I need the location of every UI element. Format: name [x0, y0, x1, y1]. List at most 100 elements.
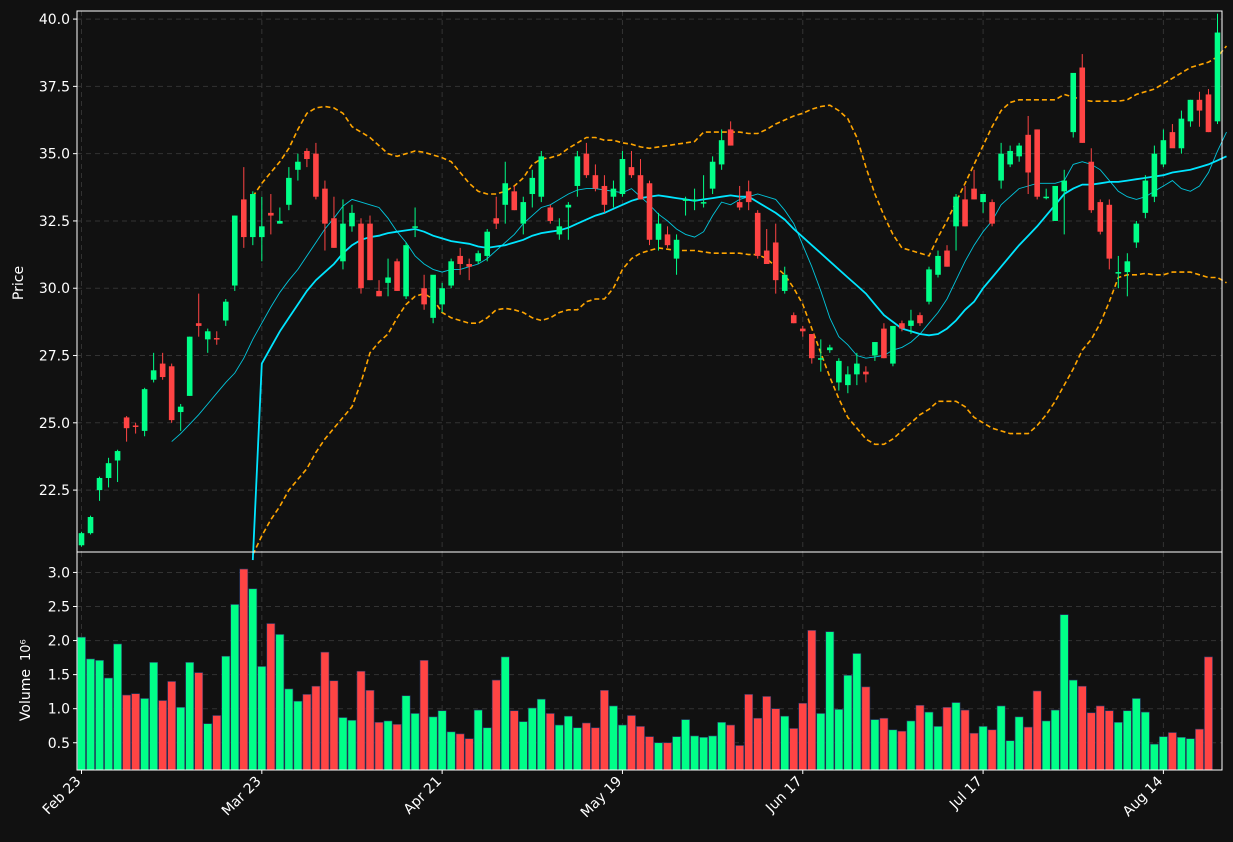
volume-bars — [77, 568, 1213, 771]
candle-body — [953, 196, 959, 227]
volume-bar — [122, 694, 131, 771]
candle-body — [890, 325, 896, 364]
candle-body — [854, 363, 860, 375]
candle-body — [349, 212, 355, 227]
volume-bar — [374, 722, 384, 771]
candle-body — [1124, 261, 1131, 273]
volume-bar — [906, 720, 916, 771]
candle-body — [1115, 272, 1122, 274]
volume-bar — [915, 704, 925, 771]
volume-bar — [257, 666, 267, 771]
volume-bar — [347, 719, 357, 771]
candle-body — [313, 153, 319, 197]
candle-body — [827, 347, 833, 351]
volume-bar — [338, 717, 348, 771]
candle-body — [322, 188, 328, 224]
candle-body — [520, 202, 527, 224]
candle-body — [1106, 204, 1113, 259]
candle-body — [150, 370, 157, 380]
volume-bar — [969, 732, 979, 771]
volume-bar — [482, 727, 492, 771]
candle-body — [1016, 145, 1022, 157]
volume-bar — [960, 709, 970, 771]
volume-bar — [158, 700, 168, 771]
candle-body — [646, 183, 653, 240]
volume-bar — [1068, 679, 1078, 771]
volume-bar — [1113, 722, 1123, 771]
volume-bar — [627, 715, 636, 771]
candle-body — [376, 290, 382, 297]
candle-body — [926, 269, 932, 302]
volume-tick-label: 1.5 — [48, 668, 70, 684]
candle-body — [286, 177, 292, 205]
candle-body — [493, 218, 500, 224]
candle-body — [908, 320, 914, 326]
volume-bar — [789, 728, 799, 771]
price-panel: 22.5 25.0 27.5 30.0 32.5 35.0 37.5 40.0 Price — [11, 10, 1228, 561]
candle-body — [980, 194, 986, 203]
volume-bar — [834, 709, 844, 771]
candle-body — [1070, 72, 1077, 133]
volume-bar — [609, 705, 618, 771]
candle-body — [818, 358, 824, 360]
volume-bar — [437, 710, 447, 771]
volume-bar — [672, 736, 681, 771]
volume-bar — [1077, 685, 1087, 771]
candle-body — [1052, 185, 1059, 221]
candle-body — [1178, 118, 1185, 149]
volume-bar — [753, 717, 763, 771]
candle-body — [781, 274, 788, 291]
candle-body — [222, 301, 229, 321]
volume-bar — [518, 721, 528, 771]
volume-bar — [455, 733, 465, 771]
candle-body — [881, 328, 887, 359]
volume-bar — [446, 731, 456, 771]
volume-bar — [428, 716, 438, 771]
candle-body — [899, 323, 905, 329]
volume-bar — [176, 707, 186, 771]
volume-bar — [167, 681, 177, 771]
price-tick-label: 40.0 — [39, 12, 70, 28]
candle-body — [790, 315, 797, 324]
candle-body — [836, 360, 842, 383]
volume-bar — [762, 696, 772, 771]
volume-bar — [924, 711, 934, 771]
volume-bar — [149, 662, 158, 771]
price-tick-label: 35.0 — [39, 147, 70, 163]
volume-bar — [86, 658, 95, 771]
volume-bar — [356, 670, 366, 771]
candle-body — [556, 226, 563, 235]
candle-body — [610, 188, 617, 197]
candle-body — [583, 153, 590, 176]
candle-body — [673, 239, 680, 259]
candle-body — [340, 223, 346, 262]
volume-bar — [95, 660, 104, 771]
volume-bar — [825, 631, 835, 771]
candle-body — [213, 338, 220, 340]
candle-body — [799, 328, 806, 332]
candle-body — [240, 199, 247, 238]
volume-bar — [329, 680, 339, 771]
candle-body — [1214, 32, 1221, 122]
candle-body — [484, 231, 491, 256]
volume-bar — [591, 727, 600, 771]
candle-body — [1151, 153, 1158, 197]
volume-bar — [618, 724, 627, 771]
volume-bar — [1050, 709, 1060, 771]
volume-axis-unit: 10⁶ — [19, 639, 34, 661]
volume-tick-label: 3.0 — [48, 565, 70, 581]
volume-bar — [744, 694, 754, 771]
volume-tick-label: 2.5 — [48, 600, 70, 616]
bollinger-lower-line — [252, 247, 1227, 556]
candle-body — [998, 153, 1004, 181]
candle-body — [917, 315, 923, 324]
volume-bar — [1141, 711, 1150, 771]
volume-bar — [527, 707, 537, 771]
candle-body — [1169, 132, 1176, 149]
candle-body — [763, 250, 770, 265]
candle-body — [1025, 134, 1031, 173]
volume-bar — [1041, 720, 1051, 771]
volume-panel: 0.5 1.0 1.5 2.0 2.5 3.0 Volume 10⁶ — [18, 551, 1223, 771]
volume-bar — [654, 742, 663, 771]
volume-bar — [500, 656, 510, 771]
